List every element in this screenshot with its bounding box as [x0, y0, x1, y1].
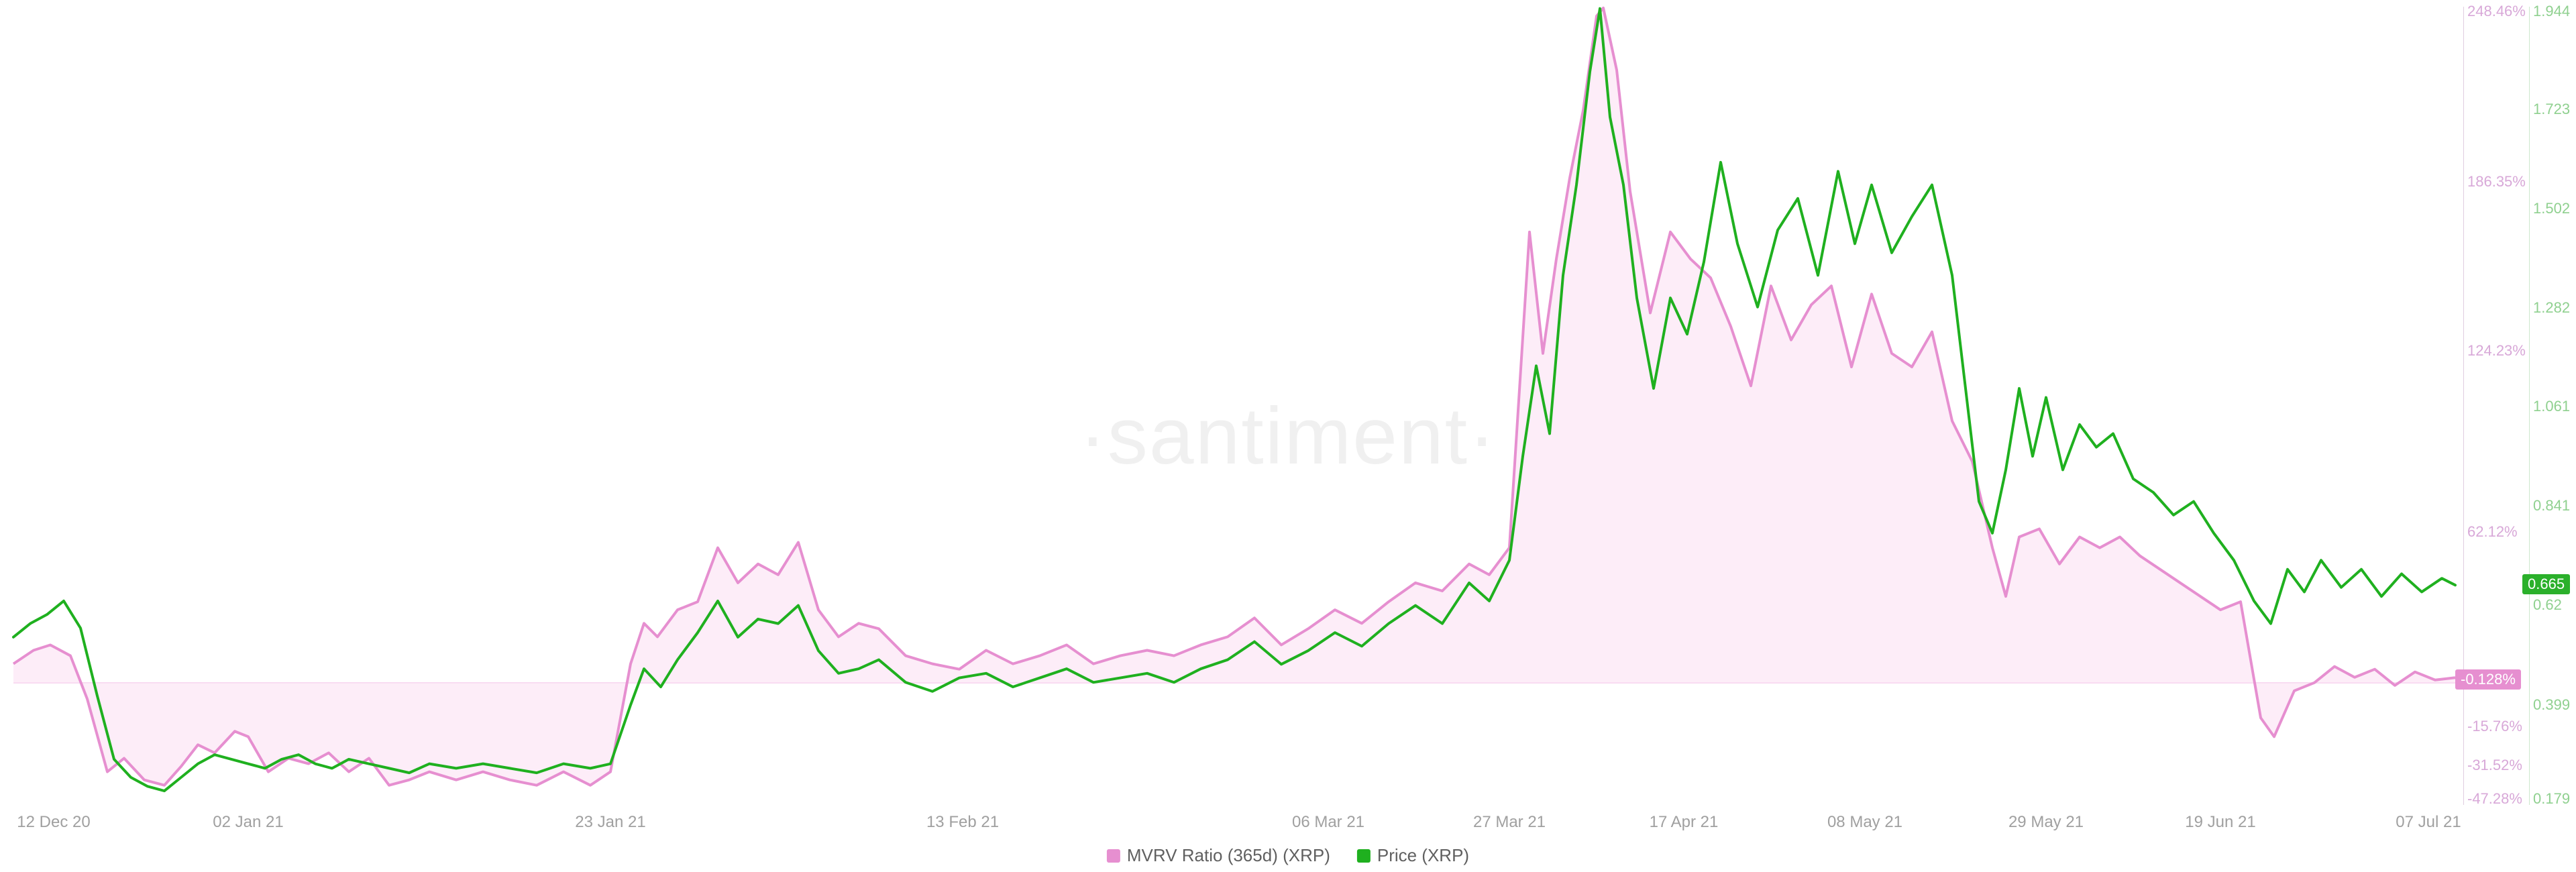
chart-container: ·santiment· 12 Dec 2002 Jan 2123 Jan 211… — [0, 0, 2576, 872]
chart-plot[interactable] — [0, 0, 2576, 872]
